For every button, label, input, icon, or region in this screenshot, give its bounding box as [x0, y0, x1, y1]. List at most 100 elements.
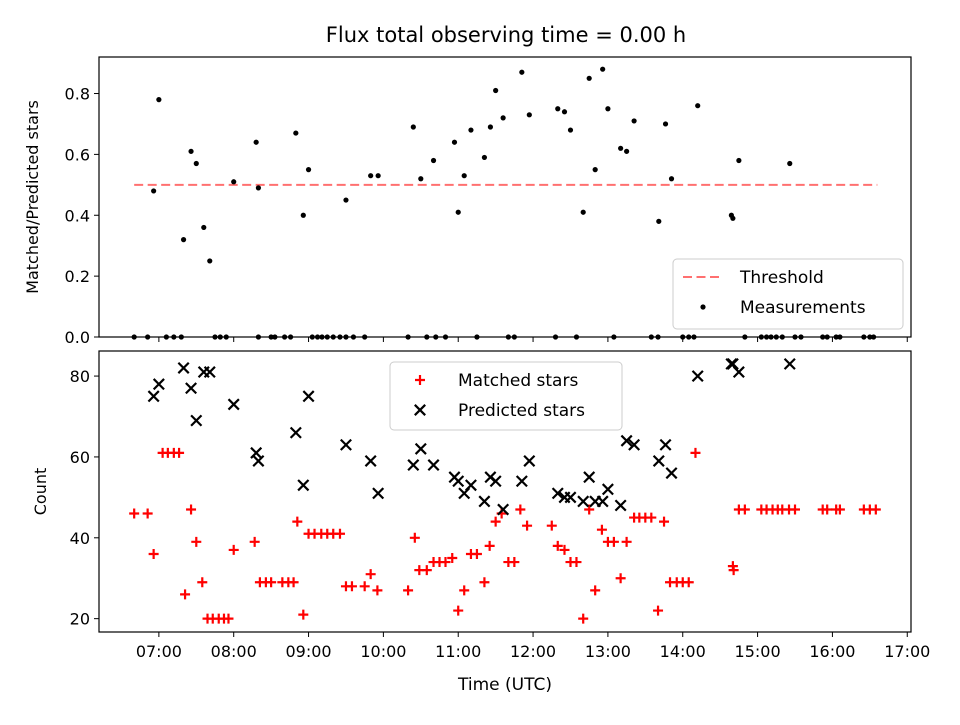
matched-star-point [790, 504, 800, 515]
predicted-star-point [407, 459, 420, 471]
matched-star-point [559, 544, 570, 555]
legend-predicted-label: Predicted stars [458, 401, 585, 421]
matched-star-point [409, 532, 420, 543]
measurement-point [451, 139, 458, 145]
x-tick-label: 09:00 [285, 642, 331, 661]
matched-star-point [578, 613, 589, 624]
measurement-point [600, 66, 606, 72]
legend-measurements-swatch [700, 304, 706, 310]
legend-predicted-swatch [414, 404, 426, 416]
predicted-star-point [628, 438, 641, 451]
figure-title: Flux total observing time = 0.00 h [326, 23, 686, 47]
matched-star-point [471, 548, 482, 559]
matched-star-point [421, 565, 432, 576]
x-tick-label: 13:00 [585, 642, 631, 661]
measurement-point [631, 118, 637, 124]
predicted-star-point [564, 491, 577, 504]
top-axes-frame [98, 56, 912, 338]
measurement-point [624, 148, 630, 154]
predicted-star-point [665, 467, 678, 480]
measurement-point [561, 109, 568, 115]
measurement-point [567, 127, 574, 133]
predicted-star-point [177, 362, 190, 374]
measurement-point [481, 154, 488, 161]
predicted-star-point [596, 495, 609, 508]
measurement-point [188, 148, 194, 154]
predicted-star-point [203, 366, 216, 379]
predicted-star-point [297, 479, 310, 492]
measurement-point [375, 173, 381, 179]
matched-star-point [249, 536, 260, 547]
top-ytick-label: 0.4 [65, 206, 90, 225]
measurement-point [526, 112, 532, 118]
predicted-star-point [601, 483, 614, 496]
measurement-point [455, 209, 461, 215]
predicted-star-point [372, 487, 385, 500]
bottom-ytick-label: 60 [70, 448, 90, 467]
matched-star-point [197, 577, 208, 588]
matched-star-point [608, 536, 619, 547]
matched-star-point [659, 516, 670, 527]
matched-star-point [298, 609, 309, 620]
bottom-y-axis-label: Count [31, 468, 50, 516]
matched-star-point [148, 548, 159, 559]
matched-star-point [191, 536, 202, 547]
predicted-star-point [614, 499, 627, 512]
top-legend: Threshold Measurements [672, 258, 904, 330]
x-tick-label: 17:00 [884, 642, 930, 661]
matched-star-point [174, 447, 185, 458]
x-tick-label: 15:00 [735, 642, 781, 661]
matched-star-point [870, 504, 881, 515]
measurement-point [461, 173, 467, 179]
matched-star-point [479, 577, 490, 588]
predicted-star-point [339, 438, 352, 451]
matched-star-point [346, 581, 357, 592]
matched-star-point [653, 605, 664, 616]
measurement-point [293, 130, 299, 136]
matched-star-point [490, 516, 501, 527]
measurement-point [305, 167, 312, 173]
legend-measurements-label: Measurements [740, 298, 866, 318]
matched-star-point [571, 557, 582, 568]
predicted-star-point [659, 438, 672, 451]
predicted-star-point [489, 475, 502, 488]
legend-threshold-label: Threshold [739, 268, 824, 288]
matched-star-point [228, 544, 239, 555]
measurement-point [468, 127, 474, 133]
bottom-legend-box [389, 361, 623, 431]
legend-matched-swatch [415, 375, 425, 385]
measurement-point [580, 209, 586, 215]
x-tick-label: 14:00 [660, 642, 706, 661]
matched-star-point [646, 512, 657, 523]
predicted-star-point [427, 459, 440, 471]
bottom-legend: Matched stars Predicted stars [389, 361, 623, 431]
measurement-point [255, 185, 262, 191]
predicted-star-point [726, 357, 739, 370]
measurement-point [418, 176, 424, 182]
legend-matched-label: Matched stars [458, 371, 578, 391]
measurement-point [207, 258, 213, 264]
top-panel: 0.0 0.2 0.4 0.6 0.8 Matched/Predicted stars Th… [23, 56, 912, 347]
predicted-star-point [583, 471, 596, 484]
matched-star-point [552, 540, 563, 551]
measurement-point [662, 121, 669, 127]
measurement-point [151, 188, 157, 194]
measurement-point [519, 69, 525, 75]
matched-star-point [372, 585, 383, 596]
measurement-point [586, 75, 592, 81]
predicted-star-point [364, 454, 377, 467]
matched-star-point [546, 520, 557, 531]
matched-star-point [453, 605, 464, 616]
matched-star-point [484, 540, 495, 551]
predicted-star-point [252, 454, 265, 467]
measurement-point [592, 167, 598, 173]
measurement-point [618, 145, 624, 151]
x-tick-label: 16:00 [809, 642, 855, 661]
measurement-point [605, 106, 611, 112]
top-ytick-label: 0.0 [65, 328, 90, 347]
matched-star-point [459, 585, 470, 596]
predicted-star-point [783, 357, 796, 370]
matched-star-point [584, 504, 595, 515]
